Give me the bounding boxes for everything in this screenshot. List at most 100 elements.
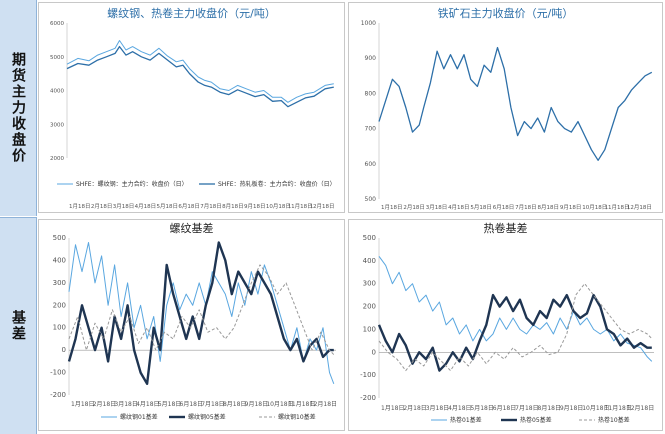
x-tick-label: 7月18日 [515,405,538,412]
x-tick-label: 6月18日 [178,203,200,210]
x-tick-label: 2月18日 [403,204,425,211]
row-label-futures-text: 期货主力收盘价 [10,52,26,164]
x-tick-label: 8月18日 [222,203,244,210]
chart-panel-steel-price: 螺纹钢、热卷主力收盘价（元/吨） 2000 3000 4000 5000 6000 1月18… [38,2,345,213]
x-tick-label: 4月18日 [448,204,470,211]
x-tick-label: 7月18日 [200,203,222,210]
x-tick-label: 11月18日 [605,204,630,211]
y-tick-label: 3000 [50,122,64,128]
y-tick-label: 400 [53,256,66,264]
x-tick-label: 2月18日 [403,405,426,412]
y-tick-label: 400 [363,257,376,265]
y-tick-label: 100 [363,325,376,333]
x-tick-label: 9月18日 [560,405,583,412]
y-tick-label: 200 [53,301,66,309]
legend-label: 螺纹钢10基差 [278,413,316,421]
y-tick-label: -100 [50,369,66,377]
legend-label: 热卷01基差 [450,416,482,424]
x-tick-label: 1月18日 [69,203,91,210]
y-tick-label: 500 [363,234,376,242]
x-tick-label: 5月18日 [158,401,181,408]
x-tick-label: 4月18日 [448,405,471,412]
x-tick-label: 1月18日 [381,405,404,412]
y-tick-label: 900 [365,55,377,62]
y-tick-label: 5000 [50,55,64,61]
x-tick-label: 3月18日 [426,204,448,211]
x-tick-label: 12月18日 [310,203,335,210]
series-line-1 [68,242,335,384]
y-tick-label: 0 [372,348,376,356]
x-tick-label: 11月18日 [288,401,315,408]
chart-title: 螺纹钢、热卷主力收盘价（元/吨） [107,6,276,20]
legend-label: SHFE：热轧板卷：主力合约：收盘价（日） [218,180,336,188]
row-label-basis-text: 基差 [10,310,26,342]
legend-label: SHFE：螺纹钢：主力合约：收盘价（日） [76,180,188,188]
y-tick-label: -200 [360,394,376,402]
x-tick-label: 11月18日 [605,405,632,412]
y-tick-label: 300 [53,279,66,287]
x-tick-label: 12月18日 [627,405,654,412]
x-tick-label: 4月18日 [135,203,157,210]
x-tick-label: 6月18日 [493,405,516,412]
chart-rebar-basis: 螺纹基差 -200 -100 0 100 200 300 400 500 1月18日2月18日3月… [50,221,337,421]
series-line-2 [377,293,652,372]
x-tick-label: 7月18日 [201,401,224,408]
y-tick-label: 2000 [50,156,64,162]
y-tick-label: 600 [365,161,377,168]
series-line-3 [68,264,335,355]
x-tick-label: 7月18日 [515,204,537,211]
x-tick-label: 10月18日 [582,405,609,412]
chart-title: 螺纹基差 [170,221,214,235]
x-tick-label: 1月18日 [71,401,94,408]
y-tick-label: 800 [365,90,377,97]
x-tick-label: 12月18日 [627,204,652,211]
y-tick-label: 100 [53,324,66,332]
x-tick-label: 2月18日 [93,401,116,408]
chart-title: 热卷基差 [484,221,528,235]
row-label-futures: 期货主力收盘价 [0,0,37,216]
x-tick-label: 8月18日 [223,401,246,408]
chart-title: 铁矿石主力收盘价（元/吨） [438,6,574,20]
y-tick-label: 6000 [50,21,64,27]
y-tick-label: 500 [53,234,66,242]
chart-hrc-basis: 热卷基差 -200 -100 0 100 200 300 400 500 1月18日2月18日3月… [360,221,654,424]
x-tick-label: 9月18日 [560,204,582,211]
legend-label: 热卷05基差 [520,416,552,424]
series-line-2 [66,45,334,108]
legend-label: 螺纹钢01基差 [120,413,158,421]
chart-panel-rebar-basis: 螺纹基差 -200 -100 0 100 200 300 400 500 1月18日 2月18日 3月… [38,219,345,431]
x-tick-label: 3月18日 [114,401,137,408]
x-tick-label: 12月18日 [310,401,337,408]
x-tick-label: 5月18日 [156,203,178,210]
series-line-3 [378,283,653,372]
x-tick-label: 9月18日 [244,203,266,210]
x-tick-label: 10月18日 [266,203,291,210]
x-tick-label: 4月18日 [136,401,159,408]
x-tick-label: 5月18日 [470,204,492,211]
chart-iron-ore: 铁矿石主力收盘价（元/吨） 500 600 700 800 900 1000 1月18日 2月1… [361,6,653,211]
y-tick-label: 700 [365,126,377,133]
x-tick-label: 1月18日 [381,204,403,211]
chart-panel-iron-ore: 铁矿石主力收盘价（元/吨） 500 600 700 800 900 1000 1月18日 2月1… [348,2,663,213]
x-tick-label: 5月18日 [470,405,493,412]
x-tick-label: 11月18日 [288,203,313,210]
series-line-1 [378,46,653,161]
x-tick-label: 9月18日 [245,401,268,408]
y-tick-label: 200 [363,303,376,311]
y-tick-label: 500 [365,196,377,203]
row-label-basis: 基差 [0,217,37,434]
x-tick-label: 10月18日 [266,401,293,408]
y-tick-label: 4000 [50,89,64,95]
x-tick-label: 8月18日 [538,204,560,211]
legend-label: 热卷10基差 [598,416,630,424]
legend-label: 螺纹钢05基差 [188,413,226,421]
series-line-2 [67,241,334,386]
x-tick-label: 6月18日 [493,204,515,211]
y-tick-label: 0 [62,346,66,354]
chart-panel-hrc-basis: 热卷基差 -200 -100 0 100 200 300 400 500 1月18日 2月18日 3月… [348,219,663,431]
x-tick-label: 2月18日 [91,203,113,210]
x-tick-label: 10月18日 [582,204,607,211]
x-tick-label: 3月18日 [426,405,449,412]
series-line-1 [66,40,334,103]
x-tick-label: 8月18日 [538,405,561,412]
